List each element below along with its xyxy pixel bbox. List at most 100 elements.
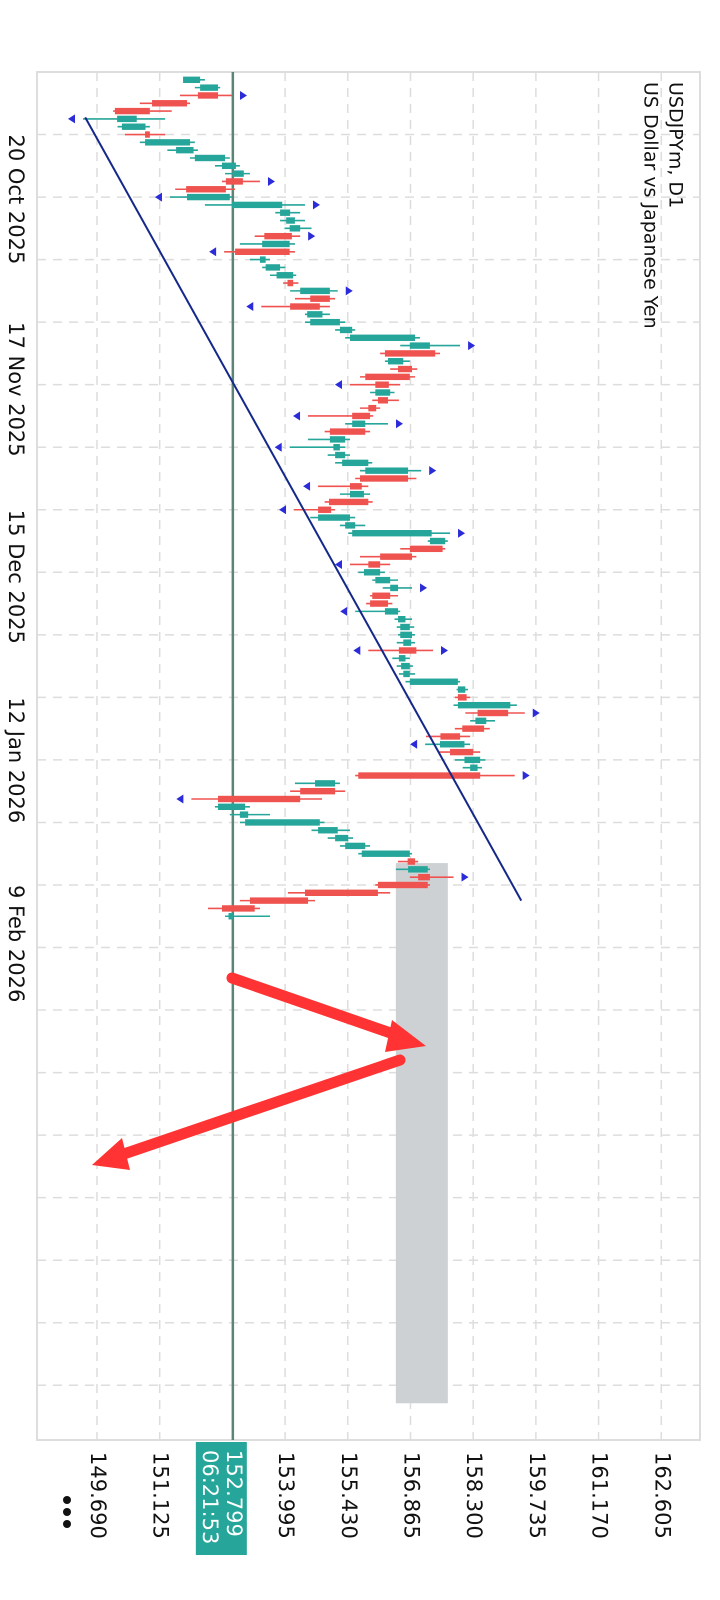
- current-price-box: [195, 1442, 247, 1555]
- candle-body: [239, 811, 249, 818]
- candle-body: [352, 412, 371, 420]
- rectangle-object: [395, 863, 448, 1404]
- menu-dot[interactable]: [63, 1496, 71, 1504]
- candle-body: [462, 725, 485, 732]
- fractal-down: [340, 606, 348, 616]
- candle-body: [365, 373, 410, 381]
- candle-body: [390, 584, 399, 592]
- candle-body: [400, 623, 410, 631]
- candle-body: [221, 905, 255, 912]
- arrow-head: [92, 1138, 130, 1170]
- candle-body: [300, 787, 336, 795]
- candle-body: [117, 115, 137, 123]
- candle-body: [368, 404, 377, 412]
- candle-body: [259, 256, 266, 263]
- chart-title: USDJPYm, D1: [665, 82, 687, 208]
- fractal-up: [345, 286, 353, 296]
- candle-body: [361, 850, 410, 857]
- candle-body: [290, 303, 320, 310]
- candle-body: [280, 209, 291, 216]
- candle-body: [145, 139, 191, 146]
- candle-body: [375, 381, 389, 388]
- countdown-label: 06:21:53: [198, 1450, 222, 1544]
- candle-body: [121, 123, 146, 130]
- candle-body: [450, 748, 474, 756]
- fractal-down: [176, 794, 184, 804]
- candle-body: [286, 217, 295, 224]
- candle-body: [409, 678, 458, 685]
- fractal-down: [293, 411, 301, 421]
- y-tick-label: 156.865: [399, 1452, 423, 1539]
- candle-body: [377, 397, 388, 404]
- fractal-down: [303, 481, 311, 491]
- fractal-up: [532, 708, 540, 718]
- candle-body: [276, 272, 294, 279]
- candle-body: [114, 107, 150, 115]
- fractal-up: [522, 771, 530, 781]
- candle-body: [475, 717, 487, 725]
- y-tick-label: 158.300: [462, 1452, 486, 1539]
- y-tick-label: 159.735: [525, 1452, 549, 1539]
- fractal-up: [312, 200, 320, 210]
- candle-body: [401, 662, 410, 670]
- candle-body: [407, 858, 416, 865]
- candle-body: [262, 240, 290, 248]
- fractal-down: [334, 380, 342, 390]
- y-tick-label: 153.995: [274, 1452, 298, 1539]
- chart-subtitle: US Dollar vs Japanese Yen: [640, 82, 662, 329]
- candle-body: [152, 100, 187, 107]
- candle-body: [264, 232, 292, 240]
- candle-body: [194, 154, 226, 162]
- menu-dot[interactable]: [63, 1520, 71, 1528]
- candle-body: [186, 193, 230, 201]
- candle-body: [365, 467, 409, 474]
- fractal-up: [458, 528, 466, 538]
- fractal-down: [209, 247, 217, 257]
- candle-body: [440, 733, 461, 740]
- candle-body: [183, 76, 201, 84]
- menu-dot[interactable]: [63, 1508, 71, 1516]
- candle-body: [352, 530, 432, 537]
- candle-body: [439, 741, 465, 748]
- fractal-down: [274, 442, 282, 452]
- y-tick-label: 149.690: [86, 1452, 110, 1539]
- candle-body: [377, 881, 428, 889]
- candle-body: [315, 780, 336, 787]
- candle-body: [335, 834, 349, 842]
- candle-body: [398, 365, 413, 373]
- candle-body: [429, 537, 446, 545]
- plot-frame: [36, 71, 701, 1441]
- grid-layer: [37, 72, 700, 1440]
- candle-body: [345, 522, 356, 529]
- candle-body: [342, 459, 369, 467]
- candle-body: [221, 162, 236, 170]
- candle-body: [387, 358, 404, 365]
- candle-body: [409, 545, 443, 553]
- fractal-down: [154, 192, 162, 202]
- current-price-label: 152.799: [222, 1450, 246, 1537]
- candle-body: [310, 295, 330, 302]
- candle-body: [384, 350, 436, 357]
- candle-body: [197, 92, 219, 99]
- candle-body: [345, 842, 366, 850]
- fractal-up: [395, 419, 403, 429]
- fractal-down: [353, 645, 361, 655]
- arrow-head: [385, 1020, 426, 1052]
- fractal-up: [461, 872, 469, 882]
- trendline: [84, 116, 523, 902]
- candle-body: [310, 318, 340, 326]
- candle-body: [232, 170, 244, 177]
- fractal-up: [429, 466, 437, 476]
- x-tick-label: 20 Oct 2025: [4, 135, 28, 265]
- menu-icon[interactable]: [63, 1496, 71, 1528]
- candle-body: [457, 694, 467, 701]
- candle-body: [265, 264, 281, 271]
- candle-body: [398, 616, 406, 623]
- candle-body: [358, 772, 481, 779]
- candle-body: [176, 146, 194, 154]
- candle-body: [318, 506, 332, 513]
- candle-body: [372, 592, 391, 599]
- fractal-up: [308, 231, 316, 241]
